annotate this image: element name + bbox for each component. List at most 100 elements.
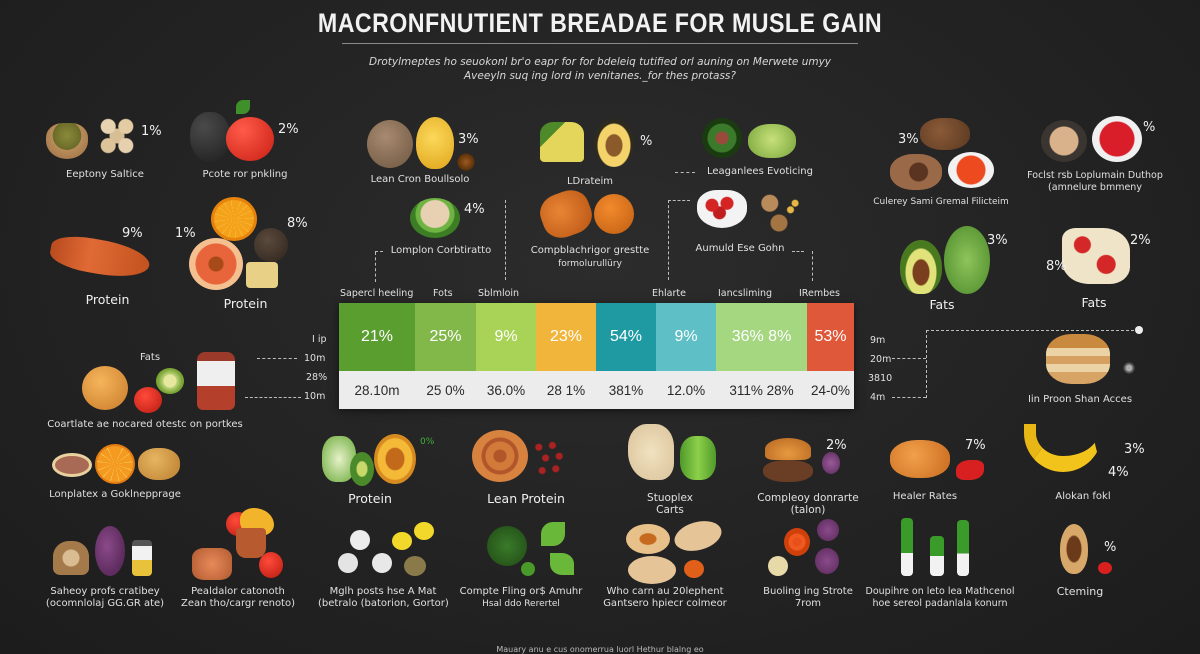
honey-jar-icon [132,540,152,576]
footer-note: Mauary anu e cus onomerrua luorl Hethur … [0,645,1200,654]
table-cell-percent: 54% [596,303,656,371]
black-pepper-icon [190,112,230,162]
coin-icon [1117,358,1141,378]
table-cell-value: 28 1% [536,383,596,398]
percent-label: % [1143,120,1155,135]
right-axis-label: 9m [870,335,885,346]
food-label: Pealdalor catonoth [178,586,298,598]
food-label: Lean Cron Boullsolo [360,174,480,186]
subtitle: Drotylmeptes ho seuokonl br'o eapr for f… [300,55,900,83]
connector-line [245,397,301,398]
food-label: Gantsero hpiecr colmeor [600,598,730,610]
table-cell-value: 311% 28% [716,383,807,398]
connector-line [668,200,690,201]
coconut-bowl-icon [410,198,460,238]
food-label: Lean Protein [476,491,576,506]
food-label: Cteming [1050,586,1110,598]
plum-icon [817,519,839,541]
left-axis-label: I ip [312,334,327,345]
percent-label: % [1104,540,1116,555]
food-label: Doupihre on leto lea Mathcenol [860,586,1020,598]
pie-icon [472,430,528,482]
table-cell-percent: 36% 8% [716,303,807,371]
jar-icon [197,352,235,410]
food-label: Lonplatex a Goklnepprage [40,489,190,501]
food-caption: Coartlate ae nocared otestc on portkes [40,419,250,431]
food-label: Lomplon Corbtiratto [386,245,496,257]
percent-label: 3% [898,132,919,147]
pomegranate-bowl-icon [1092,116,1142,162]
pea-bowl-icon [46,123,88,159]
connector-line [505,200,506,280]
basil-leaf-icon [541,522,565,546]
garlic-icon [372,553,392,573]
percent-label: 2% [278,122,299,137]
ham-slice-icon [52,453,92,477]
garlic-icon [338,553,358,573]
banana-icon [1024,424,1102,472]
food-label: Fats [1064,295,1124,310]
berries-icon [532,440,566,476]
right-axis-label: 3810 [868,373,892,384]
avocado-half-icon [594,119,634,167]
right-axis-label: 20m [870,354,891,365]
walnut-icon [756,190,802,234]
food-label: LDrateim [540,176,640,188]
column-header: Iancsliming [718,288,772,299]
table-cell-percent: 25% [415,303,476,371]
food-label: Hsal ddo Rerertel [456,598,586,610]
food-label: Compleoy donrarte [748,492,868,504]
red-bowl-icon [948,152,994,188]
grapefruit-icon [189,238,243,290]
food-label: (talon) [748,504,868,516]
mango-icon [416,117,454,169]
table-row-percent: 21%25%9%23%54%9%36% 8%53% [339,303,854,371]
lemon-icon [414,522,434,540]
avocado-icon [350,452,374,486]
food-label: hoe sereol padanlala konurn [860,598,1020,610]
connector-line [257,358,297,359]
food-label: Eeptony Saltice [40,169,170,181]
table-cell-percent: 53% [807,303,854,371]
column-header: Fots [433,288,453,299]
plum-icon [815,548,839,574]
parsnip-icon [628,424,674,480]
page-title: MACRONFNUTIENT BREADAE FOR MUSLE GAIN [84,8,1116,39]
cracker-icon [246,262,278,288]
peanut-icon [671,516,725,555]
tomato-icon [134,387,162,413]
bread-roll-icon [82,366,128,410]
percent-label: 2% [1130,233,1151,248]
percent-label: 9% [122,226,143,241]
food-label: Who carn au 20lephent [600,586,730,598]
connector-line [926,330,1139,331]
food-label: Healer Rates [890,491,960,503]
percent-label: 4% [464,202,485,217]
table-cell-percent: 21% [339,303,415,371]
column-header: Sapercl heeling [340,288,413,299]
berries-icon [1098,562,1112,574]
food-label: Saheoy profs cratibey [40,586,170,598]
chili-icon [956,460,984,480]
table-cell-value: 381% [596,383,656,398]
scallion-icon [957,520,969,576]
left-axis-label: 28% [306,372,327,383]
onion-icon [822,452,840,474]
fig-icon [254,228,288,262]
table-cell-percent: 9% [656,303,716,371]
table-cell-percent: 23% [536,303,596,371]
melon-icon [374,434,416,484]
meat-icon [763,460,813,482]
food-label: formolurullüry [525,258,655,270]
pancake-stack-icon [1046,334,1110,384]
table-cell-value: 24-0% [807,383,854,398]
lemon-icon [392,532,412,550]
green-pepper-icon [680,436,716,480]
food-label: Fats [130,352,170,364]
macro-table-body: 21%25%9%23%54%9%36% 8%53% 28.10m25 0%36.… [339,303,854,409]
connector-dot [1135,326,1143,334]
connector-line [668,200,669,280]
food-label: Zean tho/cargr renoto) [178,598,298,610]
food-label: Protein [340,491,400,506]
left-axis-label: 10m [304,353,325,364]
